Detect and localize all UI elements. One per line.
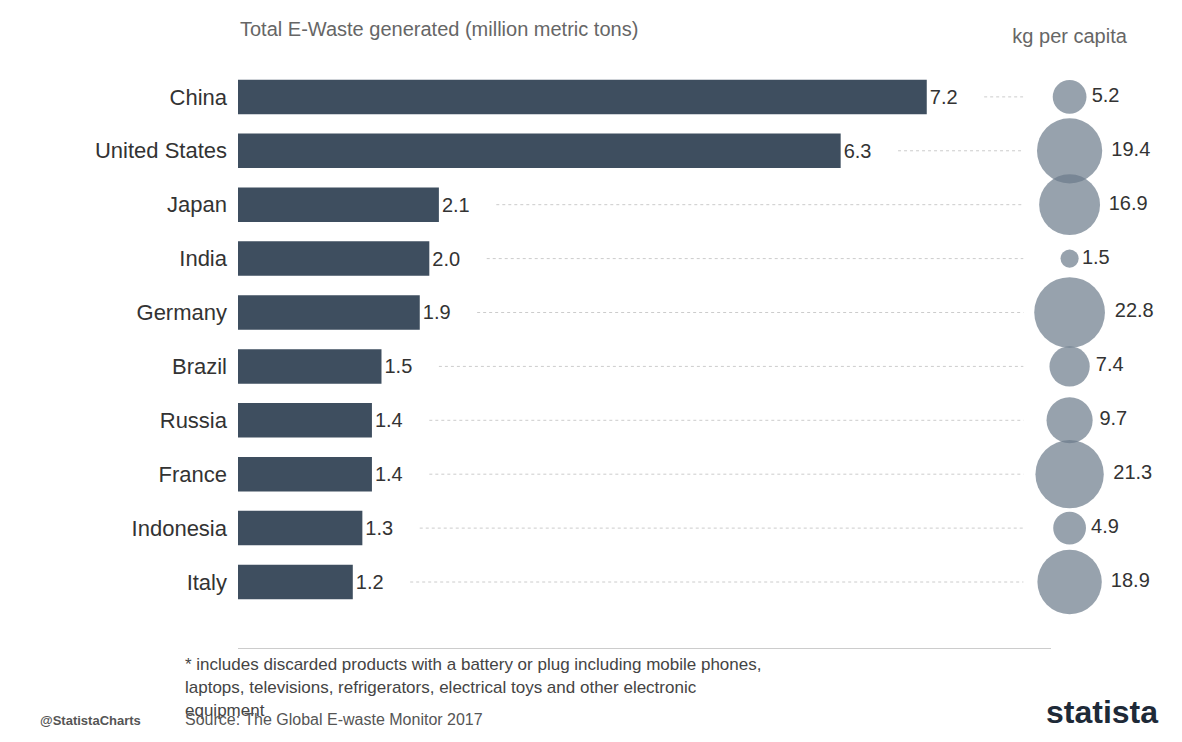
svg-text:China: China: [170, 85, 228, 110]
svg-text:1.3: 1.3: [365, 517, 393, 539]
svg-text:Italy: Italy: [187, 570, 227, 595]
svg-text:France: France: [159, 462, 227, 487]
svg-text:Russia: Russia: [160, 408, 228, 433]
svg-text:statista: statista: [1046, 694, 1158, 730]
svg-text:2.1: 2.1: [442, 194, 470, 216]
svg-text:laptops, televisions, refriger: laptops, televisions, refrigerators, ele…: [185, 678, 697, 697]
svg-text:18.9: 18.9: [1111, 569, 1150, 591]
svg-text:India: India: [179, 246, 227, 271]
svg-text:4.9: 4.9: [1091, 515, 1119, 537]
svg-text:United States: United States: [95, 138, 227, 163]
svg-text:Brazil: Brazil: [172, 354, 227, 379]
svg-text:kg per capita: kg per capita: [1012, 25, 1127, 47]
svg-text:9.7: 9.7: [1099, 407, 1127, 429]
svg-text:7.4: 7.4: [1096, 353, 1124, 375]
svg-text:19.4: 19.4: [1111, 138, 1150, 160]
svg-text:equipment: equipment: [185, 701, 265, 720]
svg-text:6.3: 6.3: [844, 140, 872, 162]
svg-text:7.2: 7.2: [930, 86, 958, 108]
svg-text:1.5: 1.5: [384, 355, 412, 377]
svg-text:@StatistaCharts: @StatistaCharts: [40, 713, 141, 728]
svg-text:1.9: 1.9: [423, 301, 451, 323]
svg-text:Germany: Germany: [137, 300, 227, 325]
svg-text:1.5: 1.5: [1082, 246, 1110, 268]
svg-text:Japan: Japan: [167, 192, 227, 217]
svg-text:Indonesia: Indonesia: [132, 516, 228, 541]
svg-text:1.4: 1.4: [375, 463, 403, 485]
svg-text:21.3: 21.3: [1113, 461, 1152, 483]
svg-text:Total E-Waste generated (milli: Total E-Waste generated (million metric …: [240, 18, 638, 40]
svg-text:Source: The Global E-waste Mon: Source: The Global E-waste Monitor 2017: [185, 711, 483, 728]
svg-text:22.8: 22.8: [1115, 299, 1154, 321]
svg-text:* includes discarded products: * includes discarded products with a bat…: [185, 655, 761, 674]
svg-text:5.2: 5.2: [1092, 84, 1120, 106]
svg-text:16.9: 16.9: [1109, 192, 1148, 214]
svg-text:1.2: 1.2: [356, 571, 384, 593]
svg-text:1.4: 1.4: [375, 409, 403, 431]
svg-text:2.0: 2.0: [432, 248, 460, 270]
